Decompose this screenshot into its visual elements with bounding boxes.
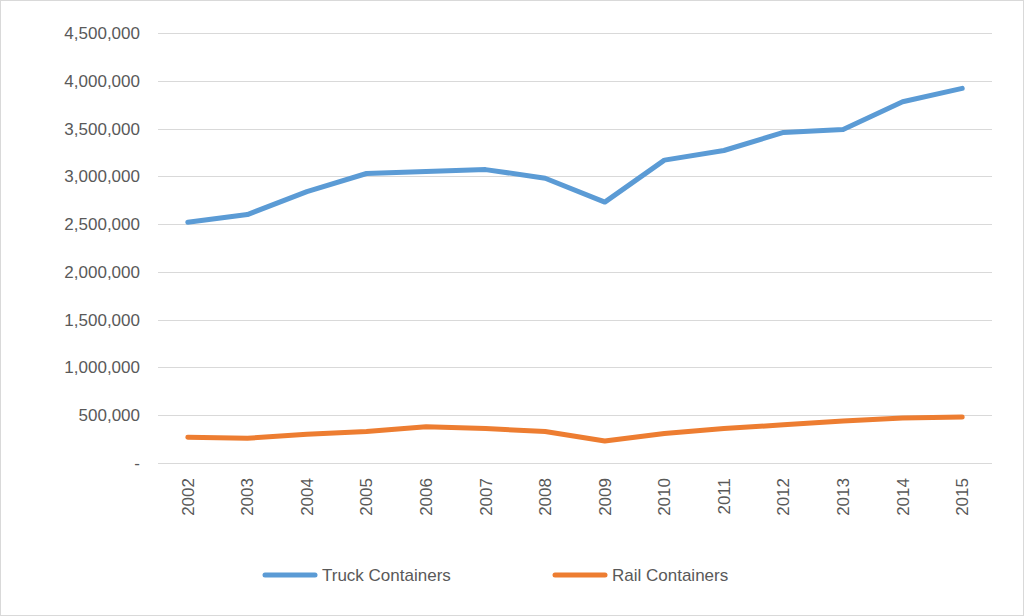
y-tick-label: 1,000,000 (64, 358, 140, 377)
x-tick-label: 2015 (953, 478, 972, 516)
x-tick-label: 2004 (298, 478, 317, 516)
grid-line (158, 81, 992, 82)
grid-line (158, 33, 992, 34)
x-tick-label: 2008 (536, 478, 555, 516)
x-tick-label: 2010 (655, 478, 674, 516)
series-lines (188, 88, 962, 441)
grid-line (158, 463, 992, 464)
y-tick-label: 1,500,000 (64, 311, 140, 330)
x-tick-labels: 2002 2003 2004 2005 2006 2007 2008 2009 2010 2011… (179, 478, 972, 516)
grid-line (158, 224, 992, 225)
x-tick-label: 2011 (715, 478, 734, 515)
x-tick-label: 2007 (477, 478, 496, 516)
series-line (188, 88, 962, 222)
legend-label: Rail Containers (612, 566, 728, 585)
y-tick-label: 4,000,000 (64, 72, 140, 91)
y-tick-label: - (134, 454, 140, 473)
y-tick-label: 2,500,000 (64, 215, 140, 234)
x-tick-label: 2012 (774, 478, 793, 516)
legend: Truck Containers Rail Containers (265, 566, 728, 585)
legend-swatch (265, 573, 315, 578)
grid (158, 34, 992, 464)
x-tick-label: 2003 (238, 478, 257, 516)
grid-line (158, 272, 992, 273)
series-line (188, 417, 962, 441)
chart: - 500,000 1,000,000 1,500,000 2,000,000 2,500… (0, 0, 1024, 616)
x-tick-label: 2009 (596, 478, 615, 516)
y-tick-labels: - 500,000 1,000,000 1,500,000 2,000,000 2,500… (64, 24, 140, 473)
y-tick-label: 500,000 (79, 406, 140, 425)
grid-line (158, 320, 992, 321)
x-tick-label: 2013 (834, 478, 853, 516)
y-tick-label: 4,500,000 (64, 24, 140, 43)
x-tick-label: 2006 (417, 478, 436, 516)
grid-line (158, 176, 992, 177)
legend-label: Truck Containers (322, 566, 451, 585)
legend-swatch (555, 573, 605, 578)
x-tick-label: 2014 (894, 478, 913, 516)
y-tick-label: 2,000,000 (64, 263, 140, 282)
chart-frame (1, 1, 1024, 616)
grid-line (158, 415, 992, 416)
y-tick-label: 3,500,000 (64, 120, 140, 139)
x-tick-label: 2005 (357, 478, 376, 516)
grid-line (158, 129, 992, 130)
x-tick-label: 2002 (179, 478, 198, 516)
grid-line (158, 367, 992, 368)
y-tick-label: 3,000,000 (64, 167, 140, 186)
